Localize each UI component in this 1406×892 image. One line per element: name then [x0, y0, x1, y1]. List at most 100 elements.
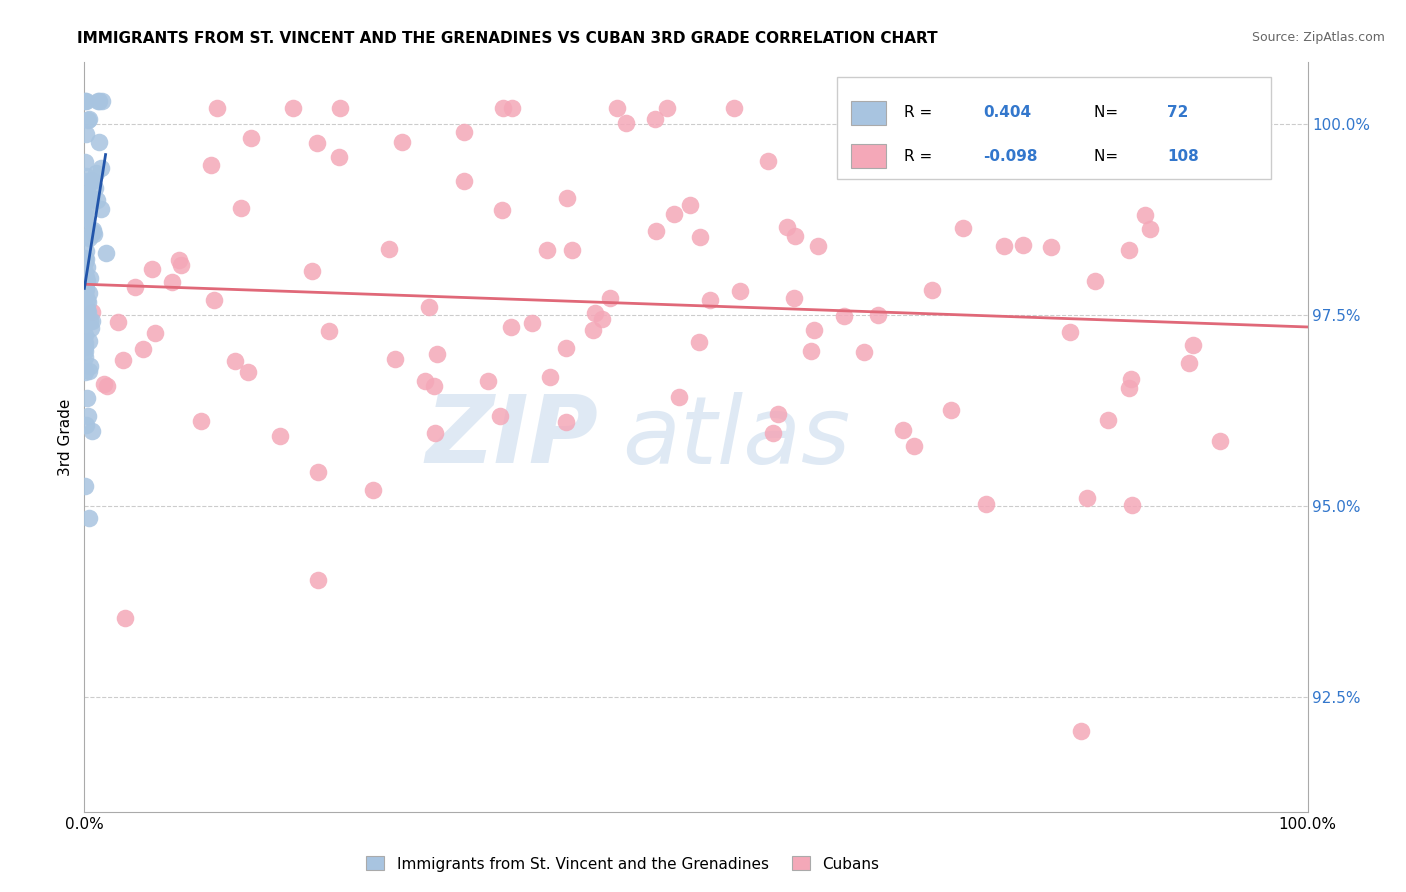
- Text: -0.098: -0.098: [983, 149, 1038, 164]
- Point: [1149, 147, 1171, 161]
- Point: [124, 280, 146, 294]
- Point: [75, 193, 97, 207]
- Point: [107, 315, 129, 329]
- Point: [86, 193, 108, 207]
- Point: [73, 196, 96, 211]
- Point: [114, 610, 136, 624]
- Point: [73, 154, 96, 169]
- Point: [76, 409, 98, 423]
- Point: [762, 426, 785, 441]
- Point: [112, 352, 135, 367]
- Point: [73, 287, 96, 301]
- Point: [921, 283, 943, 297]
- Legend: Immigrants from St. Vincent and the Grenadines, Cubans: Immigrants from St. Vincent and the Gren…: [366, 856, 879, 871]
- Point: [555, 416, 578, 430]
- Point: [785, 228, 807, 243]
- Point: [939, 403, 962, 417]
- Text: atlas: atlas: [623, 392, 851, 483]
- Point: [87, 135, 110, 149]
- Point: [132, 343, 155, 357]
- Point: [82, 225, 104, 239]
- Point: [93, 377, 115, 392]
- Point: [229, 201, 252, 215]
- Point: [77, 112, 100, 127]
- Point: [84, 166, 107, 180]
- Point: [554, 341, 576, 355]
- Point: [1076, 491, 1098, 505]
- Point: [73, 215, 96, 229]
- Bar: [851, 101, 886, 125]
- Point: [301, 264, 323, 278]
- Point: [723, 101, 745, 115]
- Point: [688, 335, 710, 350]
- Point: [75, 417, 97, 432]
- Point: [418, 300, 440, 314]
- Point: [77, 294, 100, 309]
- Point: [77, 286, 100, 301]
- Point: [77, 305, 100, 319]
- Point: [756, 154, 779, 169]
- Bar: [837, 78, 1271, 178]
- Point: [77, 364, 100, 378]
- Point: [803, 323, 825, 337]
- Point: [1084, 274, 1107, 288]
- Text: N=: N=: [1094, 105, 1122, 120]
- Point: [1039, 240, 1062, 254]
- Point: [73, 265, 96, 279]
- Point: [391, 135, 413, 149]
- Point: [80, 174, 103, 188]
- Point: [75, 307, 97, 321]
- Point: [76, 274, 98, 288]
- Point: [783, 291, 806, 305]
- Point: [239, 131, 262, 145]
- Point: [1135, 208, 1157, 222]
- Point: [224, 353, 246, 368]
- Point: [555, 191, 578, 205]
- Point: [606, 101, 628, 115]
- Text: R =: R =: [904, 105, 936, 120]
- Point: [75, 282, 97, 296]
- Point: [82, 174, 104, 188]
- Y-axis label: 3rd Grade: 3rd Grade: [58, 399, 73, 475]
- Point: [699, 293, 721, 307]
- Point: [269, 429, 291, 443]
- Point: [561, 243, 583, 257]
- Point: [384, 351, 406, 366]
- Text: N=: N=: [1094, 149, 1122, 164]
- Point: [75, 365, 97, 379]
- Point: [202, 293, 225, 308]
- Point: [807, 239, 830, 253]
- Point: [90, 94, 112, 108]
- Point: [305, 136, 328, 150]
- Point: [1121, 499, 1143, 513]
- Point: [96, 378, 118, 392]
- Point: [83, 227, 105, 241]
- Point: [853, 122, 876, 136]
- Point: [205, 101, 228, 115]
- Point: [200, 158, 222, 172]
- Point: [90, 161, 112, 175]
- Point: [582, 322, 605, 336]
- Point: [1182, 337, 1205, 351]
- Point: [1139, 222, 1161, 236]
- Point: [73, 328, 96, 343]
- Point: [328, 150, 350, 164]
- Point: [77, 231, 100, 245]
- Point: [84, 181, 107, 195]
- Point: [76, 305, 98, 319]
- Point: [853, 345, 876, 359]
- Text: 72: 72: [1167, 105, 1188, 120]
- Point: [614, 116, 637, 130]
- Point: [1070, 724, 1092, 739]
- Point: [281, 101, 304, 115]
- Point: [75, 350, 97, 364]
- Point: [75, 211, 97, 226]
- Point: [668, 391, 690, 405]
- Point: [952, 221, 974, 235]
- Point: [80, 320, 103, 334]
- Point: [378, 242, 401, 256]
- Text: Source: ZipAtlas.com: Source: ZipAtlas.com: [1251, 31, 1385, 45]
- Point: [453, 125, 475, 139]
- Point: [423, 426, 446, 441]
- Point: [77, 511, 100, 525]
